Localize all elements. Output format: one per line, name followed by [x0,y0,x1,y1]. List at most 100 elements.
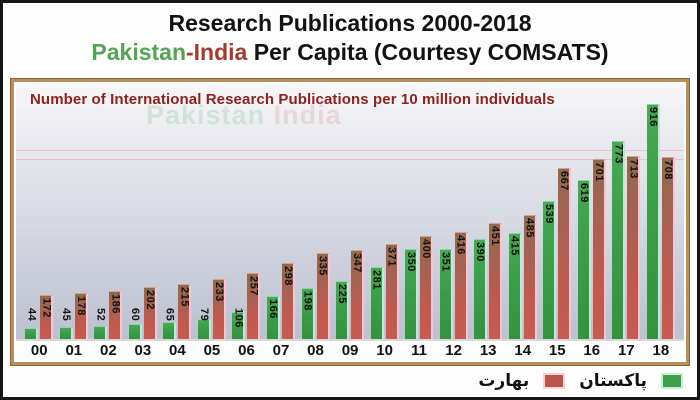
bar-group-17: 773 713 [609,84,644,339]
bar-value-label: 350 [405,252,418,272]
bar-value-label: 451 [489,226,502,246]
bar-value-label: 166 [266,299,279,319]
bar-value-label: 79 [197,308,210,322]
bar-india-17: 713 [627,156,641,339]
x-tick-02: 02 [99,342,117,359]
bar-group-15: 539 667 [540,84,575,339]
bar-pakistan-12: 351 [439,249,453,339]
bar-value-label: 172 [40,298,53,318]
bar-value-label: 298 [281,266,294,286]
bar-group-00: 44 172 [22,84,57,339]
x-tick-12: 12 [445,342,462,359]
x-tick-16: 16 [583,342,601,359]
bar-value-label: 701 [592,162,605,182]
bar-india-15: 667 [558,168,572,339]
bar-pakistan-02: 52 [94,308,108,339]
bar-pakistan-16: 619 [577,180,591,339]
bar-value-label: 667 [558,171,571,191]
bar-value-label: 371 [385,247,398,267]
bar-value-label: 347 [351,253,364,273]
x-tick-11: 11 [411,342,428,359]
x-tick-09: 09 [341,342,359,359]
bar-india-13: 451 [489,223,503,339]
x-tick-00: 00 [30,342,48,359]
bar-group-05: 79 233 [195,84,230,339]
bar-value-label: 281 [370,270,383,290]
gridline [16,159,684,161]
bar-india-14: 485 [523,215,537,339]
bar-india-18: 708 [661,157,675,339]
bar-group-01: 45 178 [57,84,92,339]
bar-value-label: 65 [163,308,176,322]
plot-area: Pakistan India Number of International R… [16,84,684,339]
page-subtitle: Pakistan-India Per Capita (Courtesy COMS… [3,38,697,67]
x-axis-labels: 00 01 02 03 04 05 06 07 08 09 10 11 12 13 14 15 16 17 18 [16,339,684,360]
subtitle-dash: - [186,38,194,65]
x-tick-18: 18 [652,342,670,359]
bar-pakistan-13: 390 [474,239,488,339]
bar-value-label: 416 [454,235,467,255]
bar-value-label: 713 [627,159,640,179]
bar-value-label: 390 [474,242,487,262]
bar-group-14: 415 485 [505,84,540,339]
page-title: Research Publications 2000-2018 [168,10,532,36]
x-tick-08: 08 [307,342,324,359]
bar-value-label: 415 [508,236,521,256]
bar-india-00: 172 [40,295,54,339]
bar-india-07: 298 [281,263,295,339]
x-tick-07: 07 [272,342,290,359]
bar-value-label: 233 [212,282,225,302]
bar-india-03: 202 [143,287,157,339]
bar-value-label: 539 [543,204,556,224]
bar-value-label: 45 [59,308,72,322]
bar-value-label: 773 [612,144,625,164]
bar-value-label: 225 [336,284,349,304]
legend: بھارت پاکستان [478,368,683,394]
bar-india-02: 186 [109,291,123,339]
legend-swatch-india [543,373,566,389]
bar-value-label: 106 [232,308,245,328]
subtitle-pakistan: Pakistan [91,38,186,65]
bar-pakistan-01: 45 [59,308,73,339]
bar-group-12: 351 416 [436,84,471,339]
bar-india-04: 215 [178,284,192,339]
bar-india-12: 416 [454,232,468,339]
bar-value-label: 485 [523,218,536,238]
bar-pakistan-11: 350 [405,249,419,339]
bar-pakistan-08: 198 [301,288,315,339]
bar-group-08: 198 335 [298,84,333,339]
bar-india-16: 701 [592,159,606,339]
bar-value-label: 400 [420,239,433,259]
bar-group-10: 281 371 [367,84,402,339]
bar-india-05: 233 [212,279,226,339]
bar-value-label: 351 [439,252,452,272]
bar-pakistan-09: 225 [336,281,350,339]
bar-group-09: 225 347 [333,84,368,339]
bar-value-label: 52 [94,308,107,322]
bar-value-label: 178 [74,296,87,316]
bar-group-18: 916 708 [644,84,679,339]
x-tick-13: 13 [479,342,497,359]
bar-value-label: 257 [247,276,260,296]
subtitle-rest: Per Capita (Courtesy COMSATS) [247,38,609,65]
x-tick-04: 04 [169,342,186,359]
x-tick-05: 05 [203,342,221,359]
bar-value-label: 916 [646,107,659,127]
bar-pakistan-15: 539 [543,201,557,339]
legend-swatch-pakistan [661,373,683,389]
bar-value-label: 44 [25,308,38,322]
legend-label-pakistan: پاکستان [579,371,647,391]
gridline [16,150,684,152]
bar-india-08: 335 [316,253,330,339]
bar-group-06: 106 257 [229,84,264,339]
subtitle-india: India [193,38,248,65]
x-tick-14: 14 [514,342,532,359]
x-tick-01: 01 [65,342,83,359]
x-tick-17: 17 [617,342,635,359]
bar-value-label: 335 [316,256,329,276]
legend-label-india: بھارت [478,371,530,391]
bar-india-01: 178 [74,293,88,339]
bar-pakistan-10: 281 [370,267,384,339]
bar-india-09: 347 [351,250,365,339]
